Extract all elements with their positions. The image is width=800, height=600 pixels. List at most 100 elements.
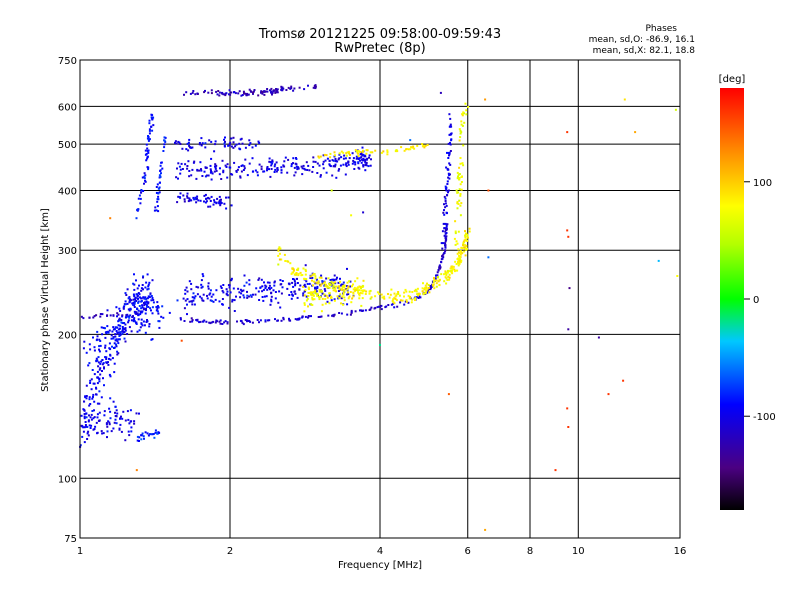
echo-point: [107, 361, 109, 364]
echo-point: [96, 416, 99, 419]
echo-point: [290, 272, 293, 275]
echo-point: [120, 430, 123, 433]
echo-point: [188, 170, 191, 172]
echo-point: [132, 298, 135, 301]
echo-point: [144, 286, 147, 289]
echo-point: [92, 336, 94, 339]
echo-point: [133, 420, 136, 423]
echo-point: [447, 393, 450, 396]
echo-point: [137, 301, 140, 304]
echo-point: [388, 296, 391, 299]
echo-point: [554, 469, 557, 472]
echo-point: [212, 300, 215, 303]
echo-point: [193, 160, 196, 163]
echo-point: [198, 321, 201, 324]
echo-point: [92, 417, 95, 420]
echo-point: [456, 269, 459, 272]
echo-point: [115, 338, 118, 341]
echo-point: [447, 157, 450, 159]
echo-point: [243, 284, 246, 287]
echo-point: [200, 137, 203, 140]
echo-point: [279, 247, 282, 250]
echo-point: [460, 202, 463, 205]
echo-point: [349, 291, 352, 293]
echo-point: [232, 136, 235, 139]
echo-point: [416, 287, 419, 290]
echo-point: [143, 437, 145, 440]
echo-point: [333, 151, 336, 154]
echo-point: [269, 161, 272, 164]
echo-point: [312, 160, 315, 163]
echo-point: [200, 283, 203, 286]
echo-point: [102, 326, 105, 329]
echo-point: [200, 297, 203, 300]
echo-point: [358, 294, 361, 297]
echo-point: [288, 319, 291, 322]
echo-point: [459, 256, 461, 259]
echo-point: [382, 150, 385, 153]
echo-point: [421, 143, 424, 145]
echo-point: [435, 274, 437, 277]
echo-point: [147, 166, 150, 169]
echo-point: [239, 138, 242, 141]
echo-point: [115, 326, 118, 329]
echo-point: [371, 151, 374, 154]
echo-point: [374, 149, 377, 152]
echo-point: [215, 90, 218, 93]
plot-frame: [79, 59, 681, 539]
echo-point: [132, 293, 135, 296]
echo-point: [239, 148, 242, 151]
echo-point: [303, 88, 306, 91]
echo-point: [91, 410, 94, 412]
echo-point: [243, 274, 246, 277]
echo-point: [147, 285, 150, 288]
echo-point: [312, 156, 315, 159]
echo-point: [339, 277, 341, 280]
echo-point: [458, 176, 461, 179]
echo-point: [87, 364, 90, 367]
echo-point: [179, 143, 182, 145]
echo-point: [244, 319, 247, 321]
echo-point: [305, 299, 308, 302]
echo-point: [276, 168, 279, 171]
echo-point: [87, 419, 90, 422]
echo-point: [128, 434, 131, 437]
echo-point: [252, 170, 255, 173]
echo-point: [212, 320, 215, 323]
echo-point: [311, 274, 314, 277]
echo-point: [96, 370, 99, 373]
echo-point: [451, 272, 454, 275]
echo-point: [424, 284, 427, 287]
echo-point: [248, 88, 251, 91]
echo-point: [362, 164, 365, 167]
echo-point: [337, 290, 340, 292]
echo-point: [280, 319, 283, 322]
echo-point: [340, 150, 343, 153]
echo-point: [89, 379, 92, 382]
echo-point: [277, 254, 280, 257]
echo-point: [196, 293, 199, 296]
echo-point: [314, 85, 317, 88]
colorbar-gradient: [720, 88, 744, 510]
echo-point: [399, 301, 402, 304]
echo-point: [221, 289, 224, 292]
echo-point: [302, 285, 305, 288]
echo-point: [160, 315, 163, 318]
echo-point: [94, 425, 97, 428]
echo-point: [331, 281, 334, 284]
echo-point: [117, 352, 120, 355]
echo-point: [235, 295, 237, 298]
echo-point: [184, 163, 187, 166]
echo-point: [322, 160, 325, 163]
echo-point: [454, 230, 457, 233]
echo-point: [111, 357, 114, 360]
echo-point: [89, 348, 92, 351]
echo-point: [136, 295, 139, 298]
echo-point: [226, 321, 229, 324]
echo-point: [312, 284, 315, 287]
echo-point: [416, 144, 419, 147]
echo-point: [87, 430, 90, 433]
echo-point: [138, 284, 140, 287]
echo-point: [154, 429, 157, 432]
echo-point: [458, 178, 461, 181]
